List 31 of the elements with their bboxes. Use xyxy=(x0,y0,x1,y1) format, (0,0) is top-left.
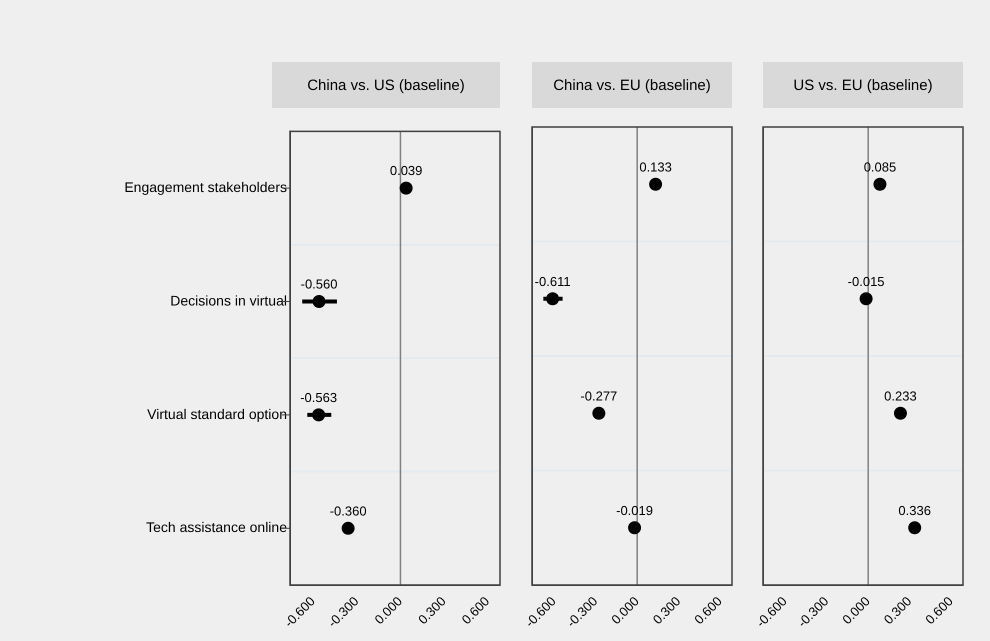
data-label: 0.336 xyxy=(898,502,931,518)
point xyxy=(908,521,922,534)
point xyxy=(894,406,907,420)
point xyxy=(342,522,355,535)
point xyxy=(312,295,326,308)
point xyxy=(628,521,642,534)
data-label: -0.563 xyxy=(300,390,338,405)
data-label: -0.360 xyxy=(330,503,367,518)
data-label: -0.277 xyxy=(580,388,618,404)
y-tick-label: Engagement stakeholders xyxy=(124,178,287,195)
point xyxy=(592,406,606,420)
data-label: 0.039 xyxy=(390,163,422,178)
chart-title: China vs. US (baseline) xyxy=(272,62,500,108)
data-label: -0.560 xyxy=(300,276,338,292)
point xyxy=(546,292,560,306)
point xyxy=(312,408,326,422)
point xyxy=(873,178,886,191)
data-label: 0.133 xyxy=(639,159,672,174)
data-label: -0.611 xyxy=(534,274,571,289)
y-tick-label: Decisions in virtual xyxy=(170,292,287,308)
point xyxy=(860,292,873,306)
chart-title: US vs. EU (baseline) xyxy=(763,62,963,108)
y-tick-label: Tech assistance online xyxy=(146,519,288,536)
point xyxy=(400,182,413,195)
point xyxy=(649,178,662,191)
data-label: 0.085 xyxy=(864,159,896,174)
data-label: 0.233 xyxy=(884,388,917,404)
data-label: -0.015 xyxy=(848,274,885,289)
y-tick-label: Virtual standard option xyxy=(147,406,287,422)
data-label: -0.019 xyxy=(616,502,653,518)
chart-title: China vs. EU (baseline) xyxy=(532,62,732,108)
